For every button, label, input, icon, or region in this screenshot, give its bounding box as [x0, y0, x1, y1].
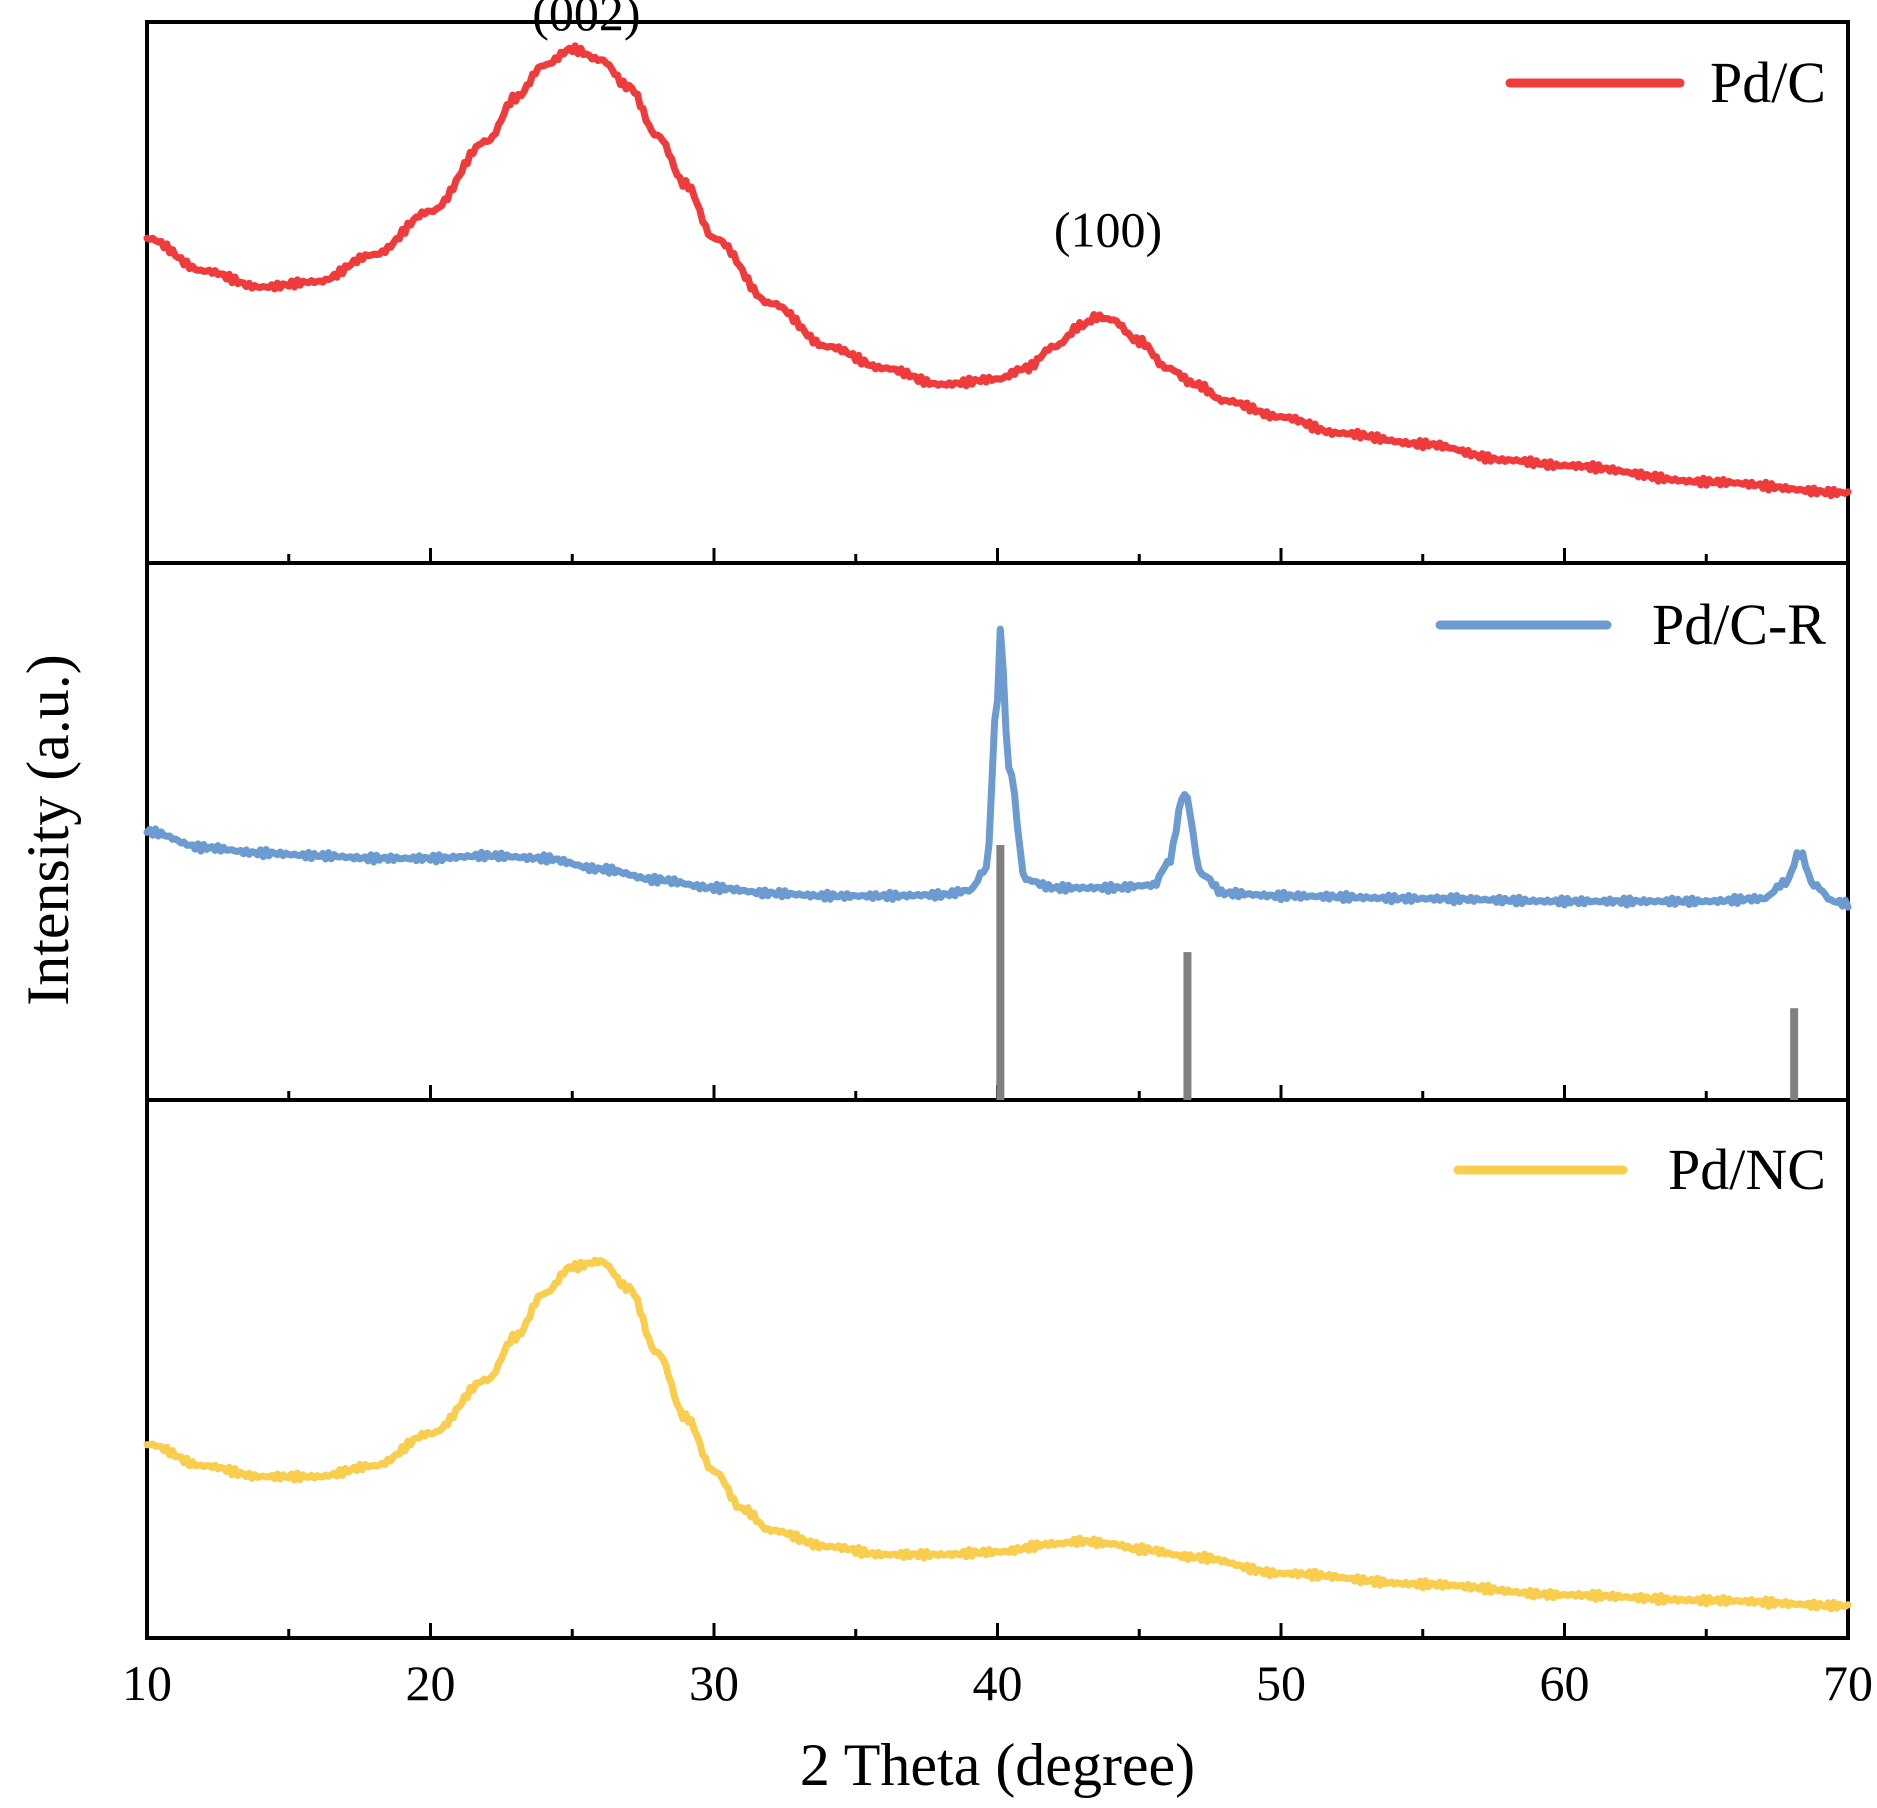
x-tick-label: 10	[122, 1655, 172, 1711]
x-tick-label: 20	[406, 1655, 456, 1711]
series-line-Pd/NC	[143, 1256, 1852, 1613]
panel-frame-bottom	[145, 1098, 1850, 1640]
x-tick-label: 30	[689, 1655, 739, 1711]
series-line-Pd/C-R	[143, 625, 1852, 911]
reference-line	[1790, 1008, 1799, 1100]
legend-label-Pd/C-R: Pd/C-R	[1652, 592, 1826, 657]
panel-frames	[145, 20, 1850, 1640]
reference-lines	[996, 845, 1799, 1100]
x-tick-labels: 10 20 30 40 50 60 70	[122, 1655, 1873, 1711]
annotations: (002) (100)	[532, 0, 1162, 257]
legends: Pd/C Pd/C-R Pd/NC	[1435, 50, 1826, 1202]
panel-frame-top	[145, 20, 1850, 565]
legend-label-Pd/NC: Pd/NC	[1668, 1137, 1826, 1202]
y-axis-title: Intensity (a.u.)	[15, 654, 81, 1006]
x-tick-label: 40	[973, 1655, 1023, 1711]
x-tick-label: 60	[1540, 1655, 1590, 1711]
reference-line	[996, 845, 1005, 1100]
peak-annotation: (100)	[1054, 201, 1162, 257]
x-tick-label: 70	[1823, 1655, 1873, 1711]
reference-line	[1183, 952, 1192, 1100]
x-axis-title: 2 Theta (degree)	[800, 1732, 1195, 1798]
x-ticks	[145, 548, 1850, 1638]
series-line-Pd/C	[143, 42, 1852, 500]
peak-annotation: (002)	[532, 0, 640, 41]
legend-label-Pd/C: Pd/C	[1710, 50, 1826, 115]
series-group	[143, 42, 1852, 1613]
x-tick-label: 50	[1256, 1655, 1306, 1711]
